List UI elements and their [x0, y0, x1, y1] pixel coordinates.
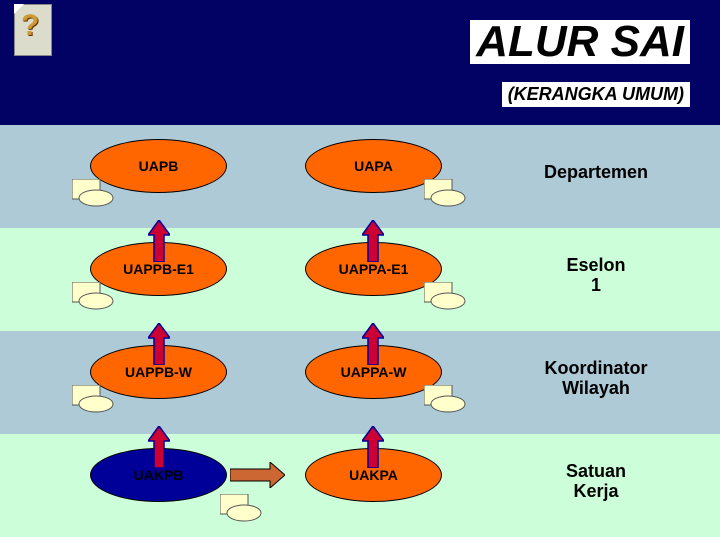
row-2: UAPPB-WUAPPA-W KoordinatorWilayah	[0, 331, 720, 434]
node-mid-0: UAPA	[305, 139, 442, 193]
up-arrow-left-1	[148, 220, 170, 262]
level-label-0: Departemen	[480, 143, 690, 203]
row-3: UAKPBUAKPA SatuanKerja	[0, 434, 720, 537]
up-arrow-mid-1	[362, 220, 384, 262]
level-label-1: Eselon1	[480, 246, 690, 306]
doc-icon-left-2	[72, 385, 114, 415]
title-sub: (KERANGKA UMUM)	[502, 82, 690, 107]
right-arrow-icon	[230, 462, 285, 488]
row-1: UAPPB-E1UAPPA-E1 Eselon1	[0, 228, 720, 331]
doc-icon-left-0	[72, 179, 114, 209]
level-label-3: SatuanKerja	[480, 452, 690, 512]
title-main: ALUR SAI	[470, 20, 690, 64]
level-label-2: KoordinatorWilayah	[480, 349, 690, 409]
up-arrow-mid-3	[362, 426, 384, 468]
title-box: ALUR SAI (KERANGKA UMUM)	[470, 20, 690, 107]
row-0: UAPBUAPA Departemen	[0, 125, 720, 228]
doc-icon-right-2	[424, 385, 466, 415]
doc-icon-right-1	[424, 282, 466, 312]
doc-icon-right-0	[424, 179, 466, 209]
doc-icon-left-1	[72, 282, 114, 312]
doc-icon-left-3	[220, 494, 262, 524]
up-arrow-mid-2	[362, 323, 384, 365]
up-arrow-left-2	[148, 323, 170, 365]
up-arrow-left-3	[148, 426, 170, 468]
question-mark-icon	[14, 4, 52, 56]
